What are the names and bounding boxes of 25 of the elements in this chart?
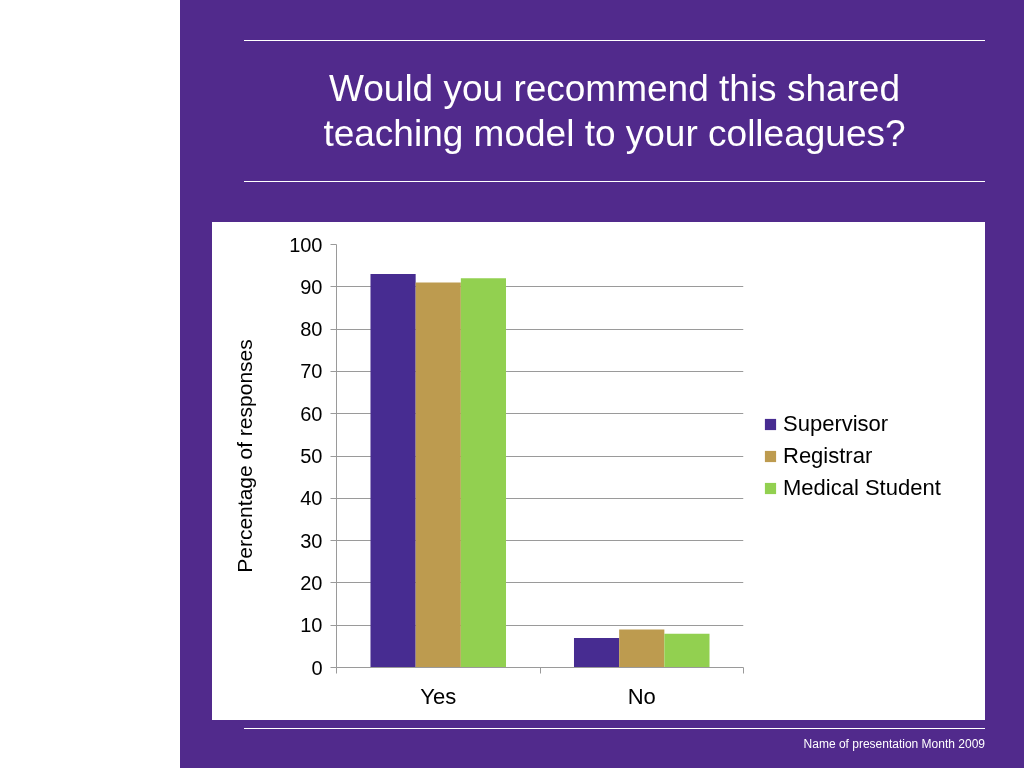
x-tick-label: Yes <box>420 683 457 709</box>
y-tick-label: 70 <box>300 360 323 383</box>
y-tick-label: 10 <box>300 614 323 637</box>
legend-label: Medical Student <box>783 474 941 501</box>
chart-title: Would you recommend this shared teaching model to your colleagues? <box>244 40 985 182</box>
y-axis-title: Percentage of responses <box>233 339 257 573</box>
y-tick-label: 50 <box>300 445 323 467</box>
y-tick-label: 100 <box>289 233 323 256</box>
bar <box>573 637 620 668</box>
y-tick-label: 20 <box>300 571 323 594</box>
y-tick-label: 80 <box>300 318 323 341</box>
bar <box>664 633 710 668</box>
y-tick-label: 60 <box>300 402 323 425</box>
legend-label: Supervisor <box>783 410 889 437</box>
y-tick-label: 90 <box>300 275 323 298</box>
text: Name of presentation Month 2009 <box>244 728 985 754</box>
legend-label: Registrar <box>783 442 873 469</box>
y-tick-label: 40 <box>300 487 323 510</box>
bar <box>415 282 461 668</box>
y-tick-label: 0 <box>311 656 323 679</box>
x-tick-label: No <box>627 683 656 709</box>
bar <box>460 278 507 668</box>
bar <box>619 629 665 668</box>
bar <box>370 274 416 668</box>
y-tick-label: 30 <box>300 529 323 552</box>
